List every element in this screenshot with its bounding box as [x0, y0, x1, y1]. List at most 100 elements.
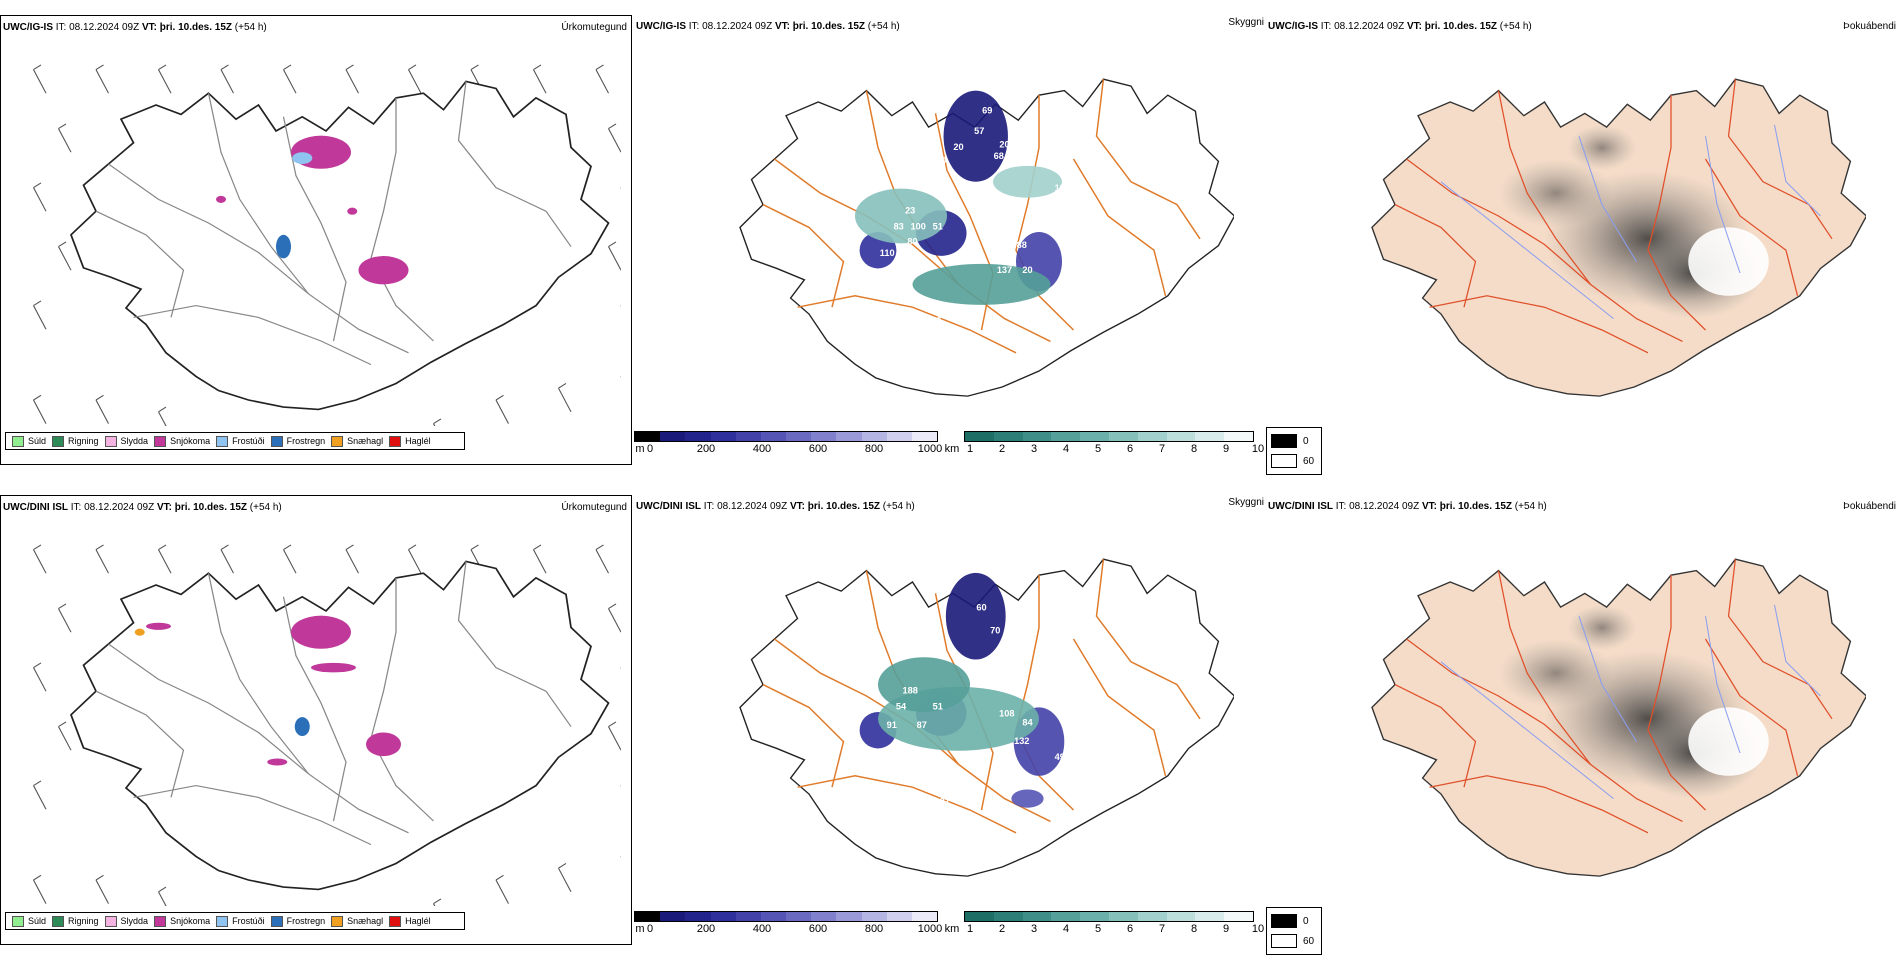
legend-label: Snjókoma [170, 436, 211, 446]
visibility-value-label: 87 [917, 720, 927, 730]
precip-area [358, 256, 409, 285]
legend-swatch [331, 435, 344, 447]
km-unit: km [944, 923, 960, 935]
lead: (+54 h) [882, 501, 915, 512]
fog-map[interactable] [1306, 35, 1866, 425]
vt-label: VT: [774, 21, 790, 32]
km-tick: 3 [1030, 443, 1038, 455]
it-label: IT: [1335, 501, 1347, 512]
fog-legend-value: 60 [1303, 935, 1315, 947]
visibility-value-label: 84 [1022, 718, 1033, 728]
km-tick: 2 [998, 923, 1006, 935]
legend-label: Rigning [68, 916, 99, 926]
km-tick: 10 [1251, 443, 1265, 455]
visibility-title: Skyggni [1228, 17, 1264, 28]
precip-area [366, 732, 401, 757]
visibility-map[interactable]: 60 70 32 188 54 51 91 87 108 84 132 138 49 21 121 24 [674, 515, 1234, 905]
it-value: 08.12.2024 09Z [1334, 21, 1405, 32]
visibility-area [878, 657, 970, 712]
legend-swatch [104, 915, 117, 927]
elevation-tick: 1000 [917, 443, 943, 455]
visibility-value-label: 57 [974, 126, 984, 136]
legend-label: Haglél [405, 436, 431, 446]
km-tick: 9 [1222, 923, 1230, 935]
legend-label: Súld [28, 436, 47, 446]
it-value: 08.12.2024 09Z [69, 22, 140, 33]
precip-panel: UWC/IG-IS IT: 08.12.2024 09Z VT: þri. 10… [0, 15, 632, 465]
legend-swatch [52, 435, 65, 447]
precip-map[interactable] [21, 516, 621, 906]
legend-label: Rigning [68, 436, 99, 446]
legend-item: Snjókoma [154, 915, 210, 927]
legend-swatch [12, 915, 24, 927]
legend-label: Snæhagl [347, 916, 384, 926]
fog-legend-value: 0 [1303, 435, 1309, 447]
visibility-area [912, 263, 1051, 305]
vt-value: þri. 10.des. 15Z [807, 501, 881, 512]
fog-legend-value: 60 [1303, 455, 1315, 467]
km-tick: 5 [1094, 923, 1102, 935]
visibility-value-label: 100 [911, 222, 926, 232]
visibility-value-label: 83 [894, 222, 904, 232]
lead: (+54 h) [249, 502, 282, 513]
legend-swatch [104, 435, 117, 447]
legend-swatch [389, 915, 402, 927]
visibility-value-label: 21 [940, 796, 950, 806]
km-tick: 4 [1062, 923, 1070, 935]
visibility-area [993, 165, 1062, 198]
visibility-value-label: 121 [942, 816, 957, 826]
legend-item: Slydda [104, 435, 149, 447]
model: UWC/IG-IS [636, 21, 686, 32]
km-tick: 7 [1158, 443, 1166, 455]
visibility-panel: UWC/IG-IS IT: 08.12.2024 09Z VT: þri. 10… [634, 15, 1264, 465]
model: UWC/IG-IS [1268, 21, 1318, 32]
precip-area [134, 628, 145, 636]
elevation-tick: 800 [864, 923, 884, 935]
it-value: 08.12.2024 09Z [702, 21, 773, 32]
visibility-title: Skyggni [1228, 497, 1264, 508]
fog-map[interactable] [1306, 515, 1866, 905]
legend-label: Súld [28, 916, 47, 926]
precip-area [311, 662, 356, 673]
forecast-row: UWC/DINI ISL IT: 08.12.2024 09Z VT: þri.… [0, 495, 1900, 955]
vt-label: VT: [156, 502, 172, 513]
vt-value: þri. 10.des. 15Z [159, 22, 233, 33]
elevation-colorbar: m 0 200 400 600 800 1000 [634, 911, 942, 939]
visibility-value-label: 20 [953, 142, 963, 152]
it-label: IT: [55, 22, 67, 33]
km-tick: 6 [1126, 443, 1134, 455]
visibility-value-label: 12 [956, 311, 966, 321]
precip-map[interactable] [21, 36, 621, 426]
visibility-area [943, 90, 1008, 182]
visibility-km-colorbar: km 1 2 3 4 5 6 7 8 9 10 [944, 431, 1264, 459]
visibility-value-label: 68 [994, 151, 1004, 161]
vt-label: VT: [1406, 21, 1422, 32]
legend-label: Frostregn [286, 436, 326, 446]
legend-item: Haglél [389, 435, 431, 447]
precip-area [294, 717, 310, 737]
precip-area [292, 152, 313, 164]
precip-area [267, 758, 288, 766]
visibility-value-label: 70 [990, 625, 1000, 635]
model: UWC/DINI ISL [636, 501, 701, 512]
elevation-tick: 600 [808, 923, 828, 935]
visibility-value-label: 60 [976, 603, 986, 613]
legend-swatch [389, 435, 402, 447]
fog-legend-value: 0 [1303, 915, 1309, 927]
legend-item: Slydda [104, 915, 148, 927]
lead: (+54 h) [1499, 21, 1532, 32]
it-label: IT: [688, 21, 700, 32]
elevation-tick: 0 [646, 923, 654, 935]
it-label: IT: [703, 501, 715, 512]
vt-value: þri. 10.des. 15Z [1424, 21, 1498, 32]
it-label: IT: [70, 502, 82, 513]
visibility-value-label: 108 [999, 709, 1014, 719]
legend-label: Slydda [120, 436, 149, 446]
km-tick: 8 [1190, 443, 1198, 455]
legend-item: Haglél [389, 915, 431, 927]
elevation-tick: 200 [696, 443, 716, 455]
elevation-tick: 600 [808, 443, 828, 455]
panel-header: UWC/DINI ISL IT: 08.12.2024 09Z VT: þri.… [636, 501, 915, 512]
elevation-tick: 0 [646, 443, 654, 455]
